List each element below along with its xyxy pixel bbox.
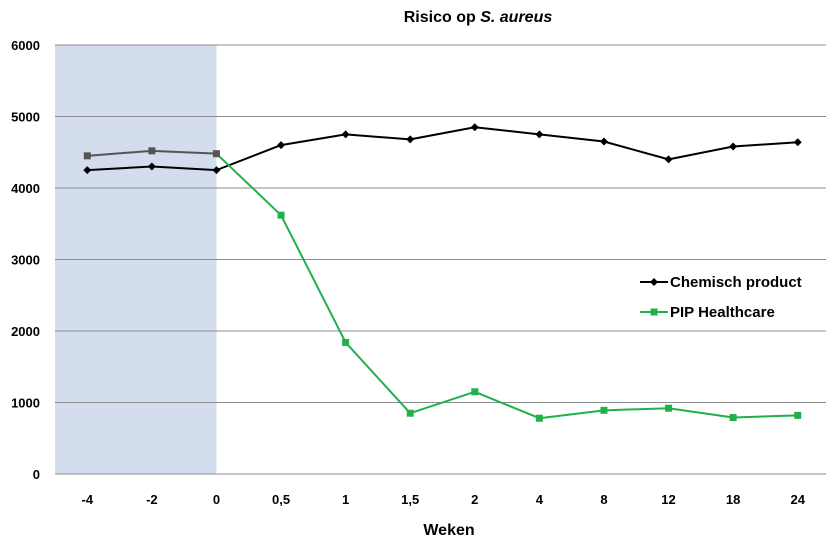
y-tick-label: 1000: [11, 396, 40, 411]
data-point-marker: [665, 404, 673, 412]
x-tick-label: 0: [213, 492, 220, 507]
y-tick-label: 5000: [11, 110, 40, 125]
series-line-segment: [667, 407, 735, 419]
data-point-marker: [664, 155, 673, 164]
series-line-segment: [344, 133, 412, 141]
x-tick-label: 8: [600, 492, 607, 507]
data-point-marker: [212, 150, 220, 158]
x-tick-label: -4: [82, 492, 94, 507]
y-tick-label: 6000: [11, 38, 40, 53]
x-tick-label: 24: [790, 492, 805, 507]
data-point-marker: [470, 123, 479, 132]
data-point-marker: [600, 406, 608, 414]
data-point-marker: [83, 152, 91, 160]
data-point-marker: [147, 162, 156, 171]
x-tick-label: 18: [726, 492, 740, 507]
x-axis-title: Weken: [423, 522, 474, 539]
data-point-marker: [535, 414, 543, 422]
data-point-marker: [342, 338, 350, 346]
series-line-segment: [215, 144, 283, 172]
series-line-segment: [409, 126, 476, 141]
series-line-segment: [732, 414, 799, 419]
data-point-marker: [793, 138, 802, 147]
series-line-segment: [409, 390, 476, 415]
series-group: [83, 123, 802, 422]
data-point-marker: [83, 166, 92, 175]
series-line-segment: [215, 152, 283, 217]
x-tick-label: 2: [471, 492, 478, 507]
legend-marker: [650, 278, 658, 286]
series-line-segment: [732, 141, 799, 148]
x-tick-label: 12: [661, 492, 675, 507]
data-point-marker: [277, 211, 285, 219]
data-point-marker: [729, 414, 737, 422]
data-point-marker: [471, 388, 479, 396]
x-tick-label: 4: [536, 492, 544, 507]
series-line-segment: [150, 149, 218, 155]
x-tick-label: 1,5: [401, 492, 419, 507]
data-point-marker: [729, 142, 738, 151]
data-point-marker: [794, 411, 802, 419]
data-point-marker: [406, 135, 415, 144]
series-line-segment: [344, 341, 412, 415]
x-tick-labels: -4 -2 0 0,5 1 1,5 2 4 8 12 18 24: [82, 492, 806, 507]
data-point-marker: [212, 166, 221, 175]
series-line-segment: [150, 165, 218, 172]
series-line-segment: [473, 390, 541, 420]
x-tick-label: 0,5: [272, 492, 290, 507]
chart-title: Risico op S. aureus: [404, 9, 553, 26]
y-tick-label: 2000: [11, 324, 40, 339]
series-chemisch-product: [83, 123, 802, 175]
data-point-marker: [535, 130, 544, 139]
x-tick-label: 1: [342, 492, 349, 507]
data-point-marker: [341, 130, 350, 139]
y-tick-label: 4000: [11, 181, 40, 196]
data-point-marker: [277, 141, 286, 150]
series-line-segment: [280, 133, 347, 147]
series-line-segment: [86, 165, 153, 172]
chart-title-prefix: Risico op: [404, 9, 480, 26]
series-line-segment: [602, 407, 670, 412]
series-pip-healthcare: [83, 147, 802, 422]
y-tick-label: 3000: [11, 253, 40, 268]
legend-item-pip-healthcare: PIP Healthcare: [640, 304, 775, 321]
legend-label: PIP Healthcare: [670, 304, 775, 321]
series-line-segment: [86, 149, 153, 157]
chart-title-italic: S. aureus: [480, 9, 552, 26]
legend-marker: [650, 308, 658, 316]
legend: Chemisch product PIP Healthcare: [640, 274, 802, 321]
y-tick-label: 0: [33, 467, 40, 482]
legend-item-chemisch-product: Chemisch product: [640, 274, 802, 291]
series-line-segment: [280, 214, 347, 344]
data-point-marker: [148, 147, 156, 155]
series-line-segment: [538, 133, 605, 143]
y-tick-labels: 0 1000 2000 3000 4000 5000 6000: [11, 38, 40, 482]
series-line-segment: [538, 409, 605, 420]
x-tick-label: -2: [146, 492, 158, 507]
series-line-segment: [473, 126, 541, 136]
legend-label: Chemisch product: [670, 274, 802, 291]
series-line-segment: [602, 140, 670, 161]
data-point-marker: [599, 137, 608, 146]
series-line-segment: [667, 145, 735, 161]
data-point-marker: [406, 409, 414, 417]
